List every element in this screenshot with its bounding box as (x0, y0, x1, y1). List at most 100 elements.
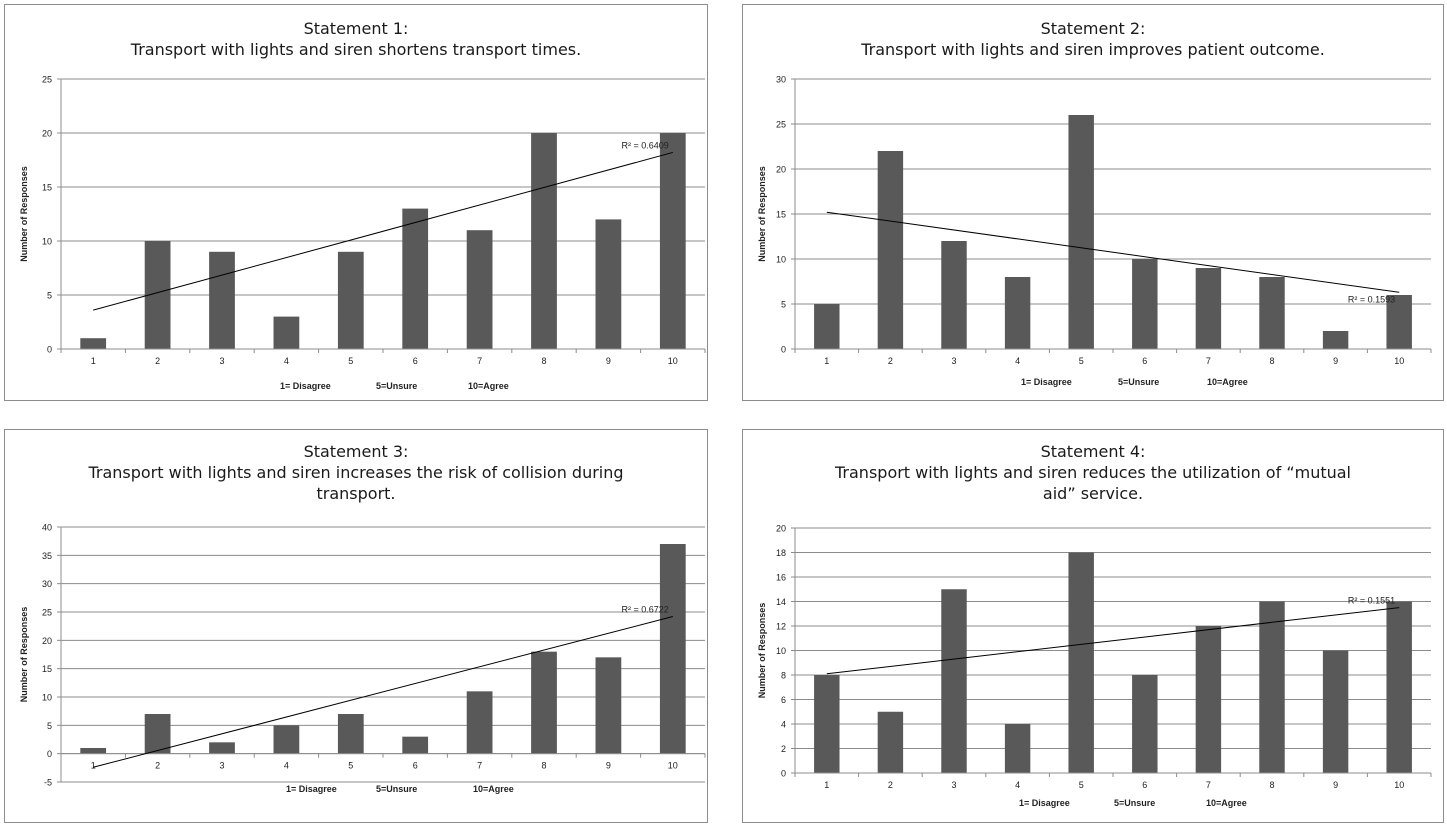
x-tick-label: 2 (888, 780, 893, 790)
bar (814, 675, 840, 773)
y-tick-label: 10 (776, 255, 786, 265)
y-axis-title: Number of Responses (757, 603, 767, 699)
chart-title-line2: Transport with lights and siren shortens… (130, 40, 582, 59)
bar (1004, 724, 1031, 773)
x-axis-note: 5=Unsure (1118, 377, 1159, 387)
x-tick-label: 5 (1079, 356, 1084, 366)
x-tick-label: 7 (477, 761, 482, 771)
bar (1068, 552, 1094, 773)
y-tick-label: 10 (776, 646, 786, 656)
r-squared-label: R² = 0.1551 (1348, 596, 1395, 606)
bar (1004, 277, 1031, 349)
bar (402, 736, 429, 754)
bar-chart-statement-3: -5 0 5 10 15 20 25 30 35 40 1 2 3 4 5 6 7 8 9 10 R² = 0.6722… (19, 523, 706, 794)
bar (466, 691, 493, 754)
x-tick-label: 2 (155, 356, 160, 366)
y-tick-label: 35 (42, 551, 52, 561)
x-tick-label: 1 (91, 356, 96, 366)
x-tick-label: 1 (824, 780, 829, 790)
y-tick-label: 6 (781, 695, 786, 705)
chart-title-line2: Transport with lights and siren reduces … (835, 463, 1351, 482)
x-tick-label: 3 (951, 356, 956, 366)
chart-panel-statement-4: Statement 4: Transport with lights and s… (742, 429, 1444, 823)
r-squared-label: R² = 0.6409 (622, 140, 669, 150)
x-tick-label: 2 (888, 356, 893, 366)
bar (273, 725, 300, 754)
x-axis-note: 10=Agree (473, 784, 514, 794)
bar (337, 714, 364, 754)
trendline (93, 151, 673, 311)
x-tick-label: 8 (1269, 356, 1274, 366)
bar (80, 338, 107, 349)
chart-title-line2: Transport with lights and siren increase… (88, 463, 624, 482)
bar (1386, 295, 1412, 349)
x-axis-note: 1= Disagree (286, 784, 337, 794)
bar (1132, 675, 1158, 773)
x-axis-note: 1= Disagree (280, 381, 331, 391)
bar (1132, 259, 1158, 349)
x-axis-note: 5=Unsure (1114, 798, 1155, 808)
x-tick-label: 3 (951, 780, 956, 790)
x-tick-label: 2 (155, 761, 160, 771)
x-tick-label: 9 (1333, 356, 1338, 366)
x-tick-label: 8 (541, 356, 546, 366)
chart-title-line1: Statement 1: (303, 19, 409, 38)
x-tick-label: 9 (606, 356, 611, 366)
y-tick-label: 25 (42, 608, 52, 618)
x-tick-label: 6 (1142, 780, 1147, 790)
y-tick-label: 2 (781, 744, 786, 754)
x-tick-label: 3 (219, 356, 224, 366)
bar (273, 316, 300, 349)
bar (531, 651, 557, 754)
x-tick-label: 6 (413, 356, 418, 366)
chart-title-line1: Statement 3: (303, 442, 409, 461)
chart-title-line3: aid” service. (1042, 484, 1144, 503)
bar (877, 711, 904, 773)
bar (531, 133, 557, 349)
bar-chart-statement-1: 0 5 10 15 20 25 1 2 3 4 5 6 7 8 9 10 R² = 0.6409 Number o… (19, 75, 706, 391)
y-tick-label: 0 (781, 345, 786, 355)
y-tick-label: 8 (781, 671, 786, 681)
y-tick-label: 20 (776, 165, 786, 175)
y-tick-label: 0 (47, 345, 52, 355)
bar (209, 251, 235, 349)
y-axis-title: Number of Responses (19, 166, 29, 262)
x-tick-label: 8 (1269, 780, 1274, 790)
bar (1195, 268, 1222, 349)
chart-title: Statement 4: Transport with lights and s… (743, 441, 1443, 504)
y-tick-label: 5 (47, 291, 52, 301)
y-tick-label: 15 (776, 210, 786, 220)
bar (659, 133, 686, 349)
bar (337, 251, 364, 349)
chart-panel-statement-3: Statement 3: Transport with lights and s… (4, 429, 708, 823)
x-axis-note: 10=Agree (1206, 798, 1247, 808)
y-tick-label: 4 (781, 720, 786, 730)
y-tick-label: 18 (776, 548, 786, 558)
y-tick-label: 0 (781, 769, 786, 779)
x-tick-label: 5 (1079, 780, 1084, 790)
bar (1322, 650, 1349, 773)
y-axis-title: Number of Responses (19, 607, 29, 703)
bar (814, 304, 840, 349)
y-tick-label: 10 (42, 693, 52, 703)
bar (1068, 115, 1094, 349)
x-tick-label: 4 (284, 761, 289, 771)
chart-title-line3: transport. (316, 484, 396, 503)
bar (1259, 277, 1285, 349)
x-axis-note: 10=Agree (1207, 377, 1248, 387)
y-tick-label: 20 (42, 636, 52, 646)
bar (941, 589, 967, 773)
y-tick-label: 30 (776, 75, 786, 85)
x-tick-label: 4 (284, 356, 289, 366)
x-tick-label: 7 (477, 356, 482, 366)
x-tick-label: 1 (824, 356, 829, 366)
y-tick-label: -5 (44, 778, 52, 788)
y-tick-label: 15 (42, 183, 52, 193)
x-tick-label: 5 (348, 356, 353, 366)
y-tick-label: 40 (42, 523, 52, 533)
x-tick-label: 9 (1333, 780, 1338, 790)
bar (209, 742, 235, 754)
y-tick-label: 20 (776, 524, 786, 534)
trendline (826, 211, 1400, 293)
